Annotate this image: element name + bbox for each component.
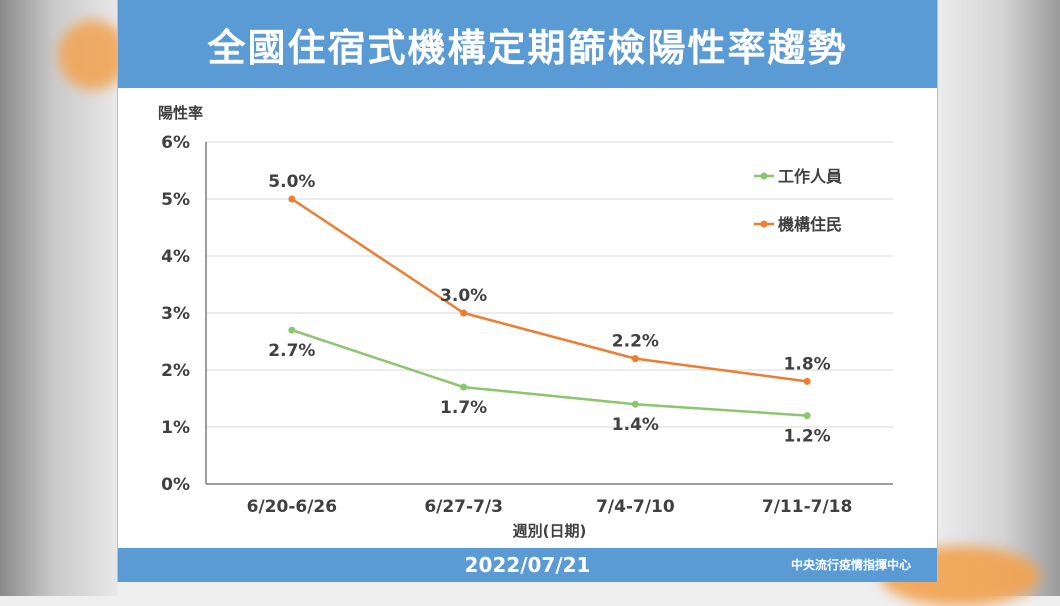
y-tick-label: 2% [161,361,190,381]
series-line [291,197,808,383]
data-point [803,377,811,385]
x-tick-label: 7/11-7/18 [762,497,852,517]
data-label: 1.7% [440,398,487,418]
x-axis-title: 週別(日期) [513,522,587,540]
data-point [460,383,468,391]
data-label: 5.0% [268,172,315,192]
y-tick-label: 5% [161,190,190,210]
legend-label: 機構住民 [778,215,842,234]
chart-title: 全國住宿式機構定期篩檢陽性率趨勢 [207,25,848,70]
series-line [291,328,808,417]
y-tick-label: 0% [161,475,190,495]
y-tick-label: 6% [161,133,190,153]
background-left [0,0,118,596]
line-chart: 0% 1% 2% 3% 4% 5% 6% 6/20-6/26 6/27-7/3 7/4-7/10 7… [158,104,893,540]
data-label: 3.0% [440,286,487,306]
data-point [631,355,639,363]
data-label: 1.8% [784,354,831,374]
y-tick-label: 4% [161,247,190,267]
y-axis-title: 陽性率 [158,104,203,122]
chart-card: 全國住宿式機構定期篩檢陽性率趨勢 0% 1% 2% 3% 4% 5% 6% 6/20-6/26… [117,0,938,582]
legend-marker [760,220,768,228]
footer-date: 2022/07/21 [464,553,591,577]
x-tick-label: 6/20-6/26 [247,497,337,517]
data-point [288,195,296,203]
x-tick-label: 6/27-7/3 [424,497,503,517]
data-point [803,412,811,420]
data-point [288,326,296,334]
x-tick-label: 7/4-7/10 [596,497,675,517]
y-tick-label: 1% [161,418,190,438]
data-label: 2.2% [612,332,659,352]
legend-marker [760,172,768,180]
data-point [631,400,639,408]
legend-label: 工作人員 [778,167,842,186]
footer-source: 中央流行疫情指揮中心 [790,558,911,572]
background-right [935,0,1060,596]
y-tick-label: 3% [161,304,190,324]
data-label: 2.7% [268,341,315,361]
data-label: 1.2% [784,427,831,447]
data-point [460,309,468,317]
footer-bar: 2022/07/21 中央流行疫情指揮中心 [118,548,937,582]
title-bar: 全國住宿式機構定期篩檢陽性率趨勢 [118,0,937,88]
background-blob [58,20,128,90]
data-label: 1.4% [612,415,659,435]
